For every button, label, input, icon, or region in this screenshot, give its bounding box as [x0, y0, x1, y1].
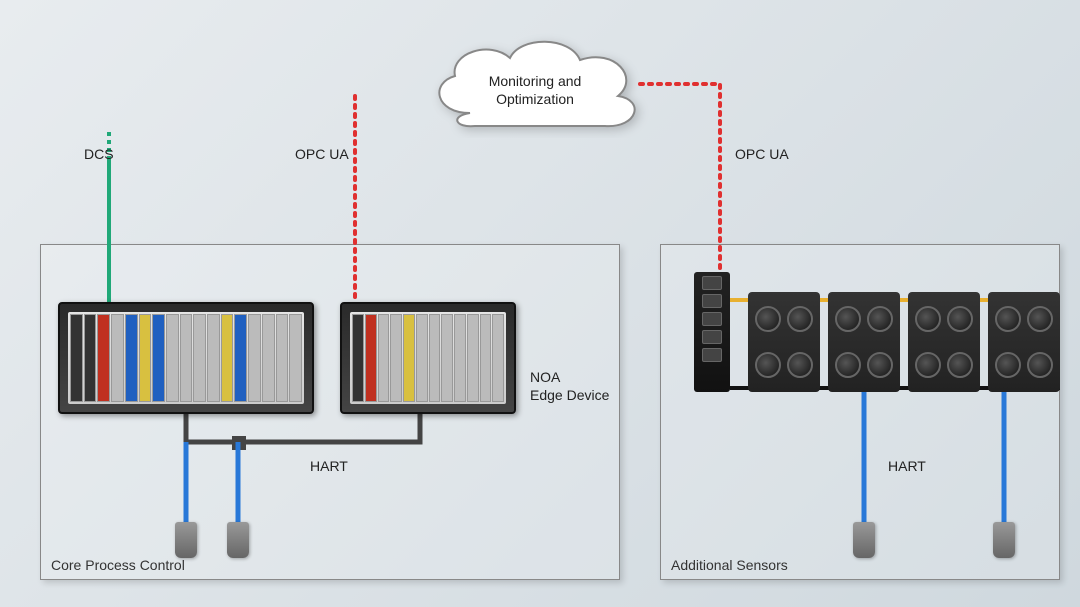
sensor-module	[908, 292, 980, 392]
cable-plug	[993, 522, 1015, 558]
io-slot	[289, 314, 302, 402]
io-slot	[276, 314, 289, 402]
m12-connector	[1027, 306, 1053, 332]
label-dcs: DCS	[84, 146, 114, 162]
io-slot	[492, 314, 504, 402]
io-slot	[234, 314, 247, 402]
m12-connector	[995, 352, 1021, 378]
m12-connector	[787, 306, 813, 332]
cable-plug	[175, 522, 197, 558]
label-hart-left: HART	[310, 458, 348, 474]
sensor-module	[988, 292, 1060, 392]
m12-connector	[867, 306, 893, 332]
io-slot	[97, 314, 110, 402]
io-slot	[467, 314, 479, 402]
io-slot	[365, 314, 377, 402]
m12-connector	[787, 352, 813, 378]
io-slot	[262, 314, 275, 402]
io-slot	[429, 314, 441, 402]
m12-connector	[947, 306, 973, 332]
m12-connector	[835, 352, 861, 378]
label-opc-left: OPC UA	[295, 146, 349, 162]
sensor-module	[748, 292, 820, 392]
interface-module	[694, 272, 730, 392]
label-noa-1: NOA	[530, 369, 560, 385]
io-slot	[378, 314, 390, 402]
io-slot	[180, 314, 193, 402]
io-slot	[390, 314, 402, 402]
io-slot	[125, 314, 138, 402]
io-slot	[248, 314, 261, 402]
io-slot	[166, 314, 179, 402]
io-slot	[403, 314, 415, 402]
cable-plug	[227, 522, 249, 558]
m12-connector	[755, 306, 781, 332]
io-slot	[441, 314, 453, 402]
edge-device	[340, 302, 516, 414]
io-slot	[111, 314, 124, 402]
m12-connector	[867, 352, 893, 378]
io-slot	[416, 314, 428, 402]
sensor-module	[828, 292, 900, 392]
cloud: Monitoring and Optimization	[420, 28, 650, 138]
panel-core-label: Core Process Control	[51, 557, 185, 573]
cloud-label-2: Optimization	[420, 90, 650, 108]
io-slot	[70, 314, 83, 402]
cable-plug	[853, 522, 875, 558]
io-slot	[139, 314, 152, 402]
cloud-label-1: Monitoring and	[420, 72, 650, 90]
io-slot	[84, 314, 97, 402]
m12-connector	[947, 352, 973, 378]
m12-connector	[995, 306, 1021, 332]
io-slot	[454, 314, 466, 402]
io-slot	[221, 314, 234, 402]
io-slot	[352, 314, 364, 402]
m12-connector	[1027, 352, 1053, 378]
panel-sensors-label: Additional Sensors	[671, 557, 788, 573]
m12-connector	[835, 306, 861, 332]
io-slot	[152, 314, 165, 402]
m12-connector	[755, 352, 781, 378]
label-hart-right: HART	[888, 458, 926, 474]
m12-connector	[915, 352, 941, 378]
label-noa-2: Edge Device	[530, 387, 609, 403]
io-slot	[193, 314, 206, 402]
io-slot	[207, 314, 220, 402]
plc-main	[58, 302, 314, 414]
m12-connector	[915, 306, 941, 332]
io-slot	[480, 314, 492, 402]
label-opc-right: OPC UA	[735, 146, 789, 162]
